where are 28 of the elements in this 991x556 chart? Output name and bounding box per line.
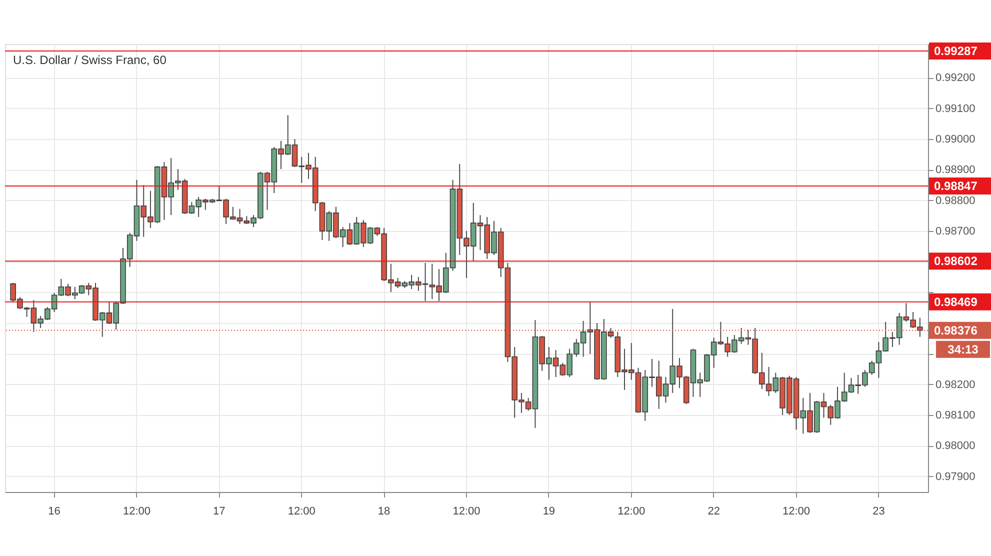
text: U.S. Dollar / Swiss Franc, 60 [13, 53, 167, 67]
ref-line-label: 0.98376 [934, 323, 978, 338]
y-tick-label: 0.98800 [936, 194, 976, 207]
x-tick-label: 16 [48, 506, 60, 518]
ref-line-label: 0.98469 [934, 294, 978, 309]
y-tick-label: 0.98900 [936, 164, 976, 176]
y-tick-label: 0.97900 [936, 470, 976, 483]
ref-line-label: 0.98602 [934, 254, 978, 268]
x-tick-label: 19 [542, 506, 556, 518]
x-tick-label: 12:00 [782, 506, 810, 518]
y-tick-label: 0.98000 [936, 440, 976, 452]
ref-line-label: 0.99287 [934, 44, 978, 58]
ref-line-label: 0.98847 [934, 178, 978, 193]
x-tick-label: 22 [708, 506, 720, 518]
x-tick-label: 12:00 [122, 506, 150, 518]
x-tick-label: 17 [213, 506, 226, 518]
y-tick-label: 0.98700 [936, 226, 976, 238]
x-tick-label: 23 [872, 506, 885, 518]
x-tick-label: 12:00 [618, 506, 646, 518]
y-tick-label: 0.99200 [936, 72, 976, 84]
y-tick-label: 0.98100 [936, 410, 976, 422]
y-tick-label: 0.98200 [936, 378, 976, 391]
x-tick-label: 18 [378, 506, 390, 518]
y-tick-label: 0.99000 [936, 134, 976, 146]
text: 34:13 [948, 342, 979, 356]
y-tick-label: 0.99100 [936, 102, 976, 115]
x-tick-label: 12:00 [288, 506, 316, 518]
x-tick-label: 12:00 [452, 506, 480, 518]
